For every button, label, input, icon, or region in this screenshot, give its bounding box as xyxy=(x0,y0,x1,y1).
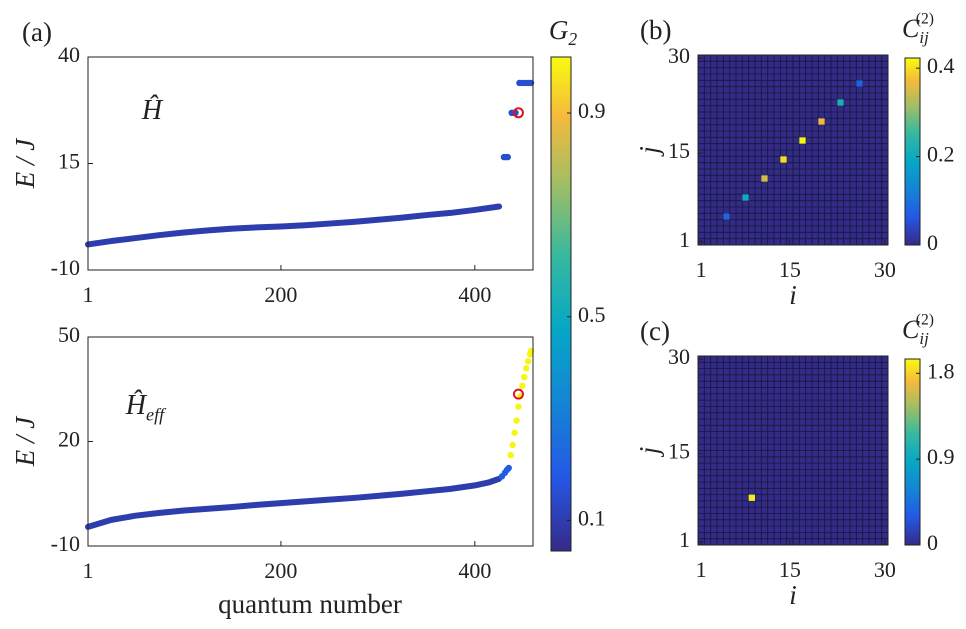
colorbar-tick-label: 0.4 xyxy=(927,53,955,78)
colorbar-label-sup: (2) xyxy=(916,311,934,328)
heatmap-cell xyxy=(723,213,730,220)
colorbar-label-main: G xyxy=(549,15,569,45)
y-tick-label: -10 xyxy=(51,255,80,280)
x-axis-label: i xyxy=(789,580,797,610)
y-axis-label: j xyxy=(634,447,664,458)
heatmap-cell xyxy=(818,118,825,125)
colorbar-tick-label: 0.9 xyxy=(578,98,606,123)
y-tick-label: 50 xyxy=(58,322,80,347)
y-tick-label: 15 xyxy=(668,138,690,163)
y-tick-label: 1 xyxy=(679,527,690,552)
x-tick-label: 400 xyxy=(458,282,491,307)
colorbar-tick-label: 0.2 xyxy=(927,142,955,167)
colorbar-label-main: C xyxy=(902,315,920,344)
y-tick-label: 1 xyxy=(679,227,690,252)
data-point xyxy=(515,403,522,410)
highlight-marker xyxy=(512,107,524,119)
data-point xyxy=(507,451,514,459)
colorbar-label-main: C xyxy=(902,14,920,43)
data-line xyxy=(85,475,503,530)
x-tick-label: 1 xyxy=(83,282,94,307)
colorbar-label: Cij(2) xyxy=(902,311,934,348)
colorbar-tick-label: 1.8 xyxy=(927,358,955,383)
colorbar-label-sup: (2) xyxy=(916,10,934,27)
x-tick-label: 30 xyxy=(874,257,896,282)
x-tick-label: 200 xyxy=(264,282,297,307)
plot-frame xyxy=(697,54,889,246)
colorbar-label-sub: ij xyxy=(919,28,929,47)
highlight-marker xyxy=(512,388,524,400)
colorbar-tick-label: 0 xyxy=(927,530,938,555)
colorbar-label-sub: ij xyxy=(919,329,929,348)
y-axis-label: E / J xyxy=(10,415,40,467)
data-point xyxy=(511,429,518,436)
annotation-main: Ĥ xyxy=(141,95,164,126)
y-axis-label: E / J xyxy=(10,137,40,189)
data-line xyxy=(85,203,503,248)
y-tick-label: 30 xyxy=(668,43,690,68)
x-tick-label: 30 xyxy=(874,557,896,582)
annotation-sub: eff xyxy=(146,405,167,425)
data-point xyxy=(523,365,530,372)
data-point xyxy=(513,417,520,424)
x-tick-label: 15 xyxy=(779,557,801,582)
y-tick-label: 15 xyxy=(668,439,690,464)
heatmap-cell xyxy=(856,80,863,87)
heatmap-cell xyxy=(742,194,749,201)
heatmap-cell xyxy=(761,175,768,182)
x-tick-label: 400 xyxy=(458,558,491,583)
annotation: Ĥeff xyxy=(125,390,167,424)
panel-label: (b) xyxy=(640,15,671,45)
colorbar-tick-label: 0.1 xyxy=(578,505,606,530)
y-tick-label: 15 xyxy=(58,149,80,174)
x-tick-label: 1 xyxy=(83,558,94,583)
annotation: Ĥ xyxy=(141,95,164,126)
data-point xyxy=(504,153,511,161)
x-tick-label: 1 xyxy=(696,257,707,282)
annotation-main: Ĥ xyxy=(125,390,148,421)
data-point xyxy=(524,358,532,365)
x-tick-label: 1 xyxy=(696,557,707,582)
y-tick-label: 30 xyxy=(668,344,690,369)
data-point xyxy=(519,382,526,389)
data-point xyxy=(521,373,528,381)
colorbar xyxy=(904,358,921,546)
data-point xyxy=(505,464,512,472)
colorbar-tick-label: 0.9 xyxy=(927,444,955,469)
colorbar-label-sub: 2 xyxy=(568,29,577,49)
colorbar xyxy=(904,57,921,246)
heatmap-cell xyxy=(799,137,806,144)
x-tick-label: 15 xyxy=(779,257,801,282)
y-tick-label: 20 xyxy=(58,427,80,452)
x-axis-label: quantum number xyxy=(218,589,402,619)
colorbar xyxy=(550,56,572,552)
x-axis-label: i xyxy=(789,280,797,310)
heatmap-cell xyxy=(837,99,844,106)
heatmap-cell xyxy=(780,156,787,163)
y-axis-label: j xyxy=(634,146,664,157)
panel-label: (c) xyxy=(640,316,670,346)
colorbar-label: G2 xyxy=(549,15,578,49)
heatmap-cell xyxy=(748,494,755,501)
y-tick-label: -10 xyxy=(51,531,80,556)
colorbar-label: Cij(2) xyxy=(902,10,934,47)
colorbar-tick-label: 0 xyxy=(927,230,938,255)
y-tick-label: 40 xyxy=(58,42,80,67)
x-tick-label: 200 xyxy=(264,558,297,583)
data-point xyxy=(509,441,516,449)
plot-frame xyxy=(697,355,889,546)
colorbar-tick-label: 0.5 xyxy=(578,302,606,327)
panel-label: (a) xyxy=(22,17,52,47)
